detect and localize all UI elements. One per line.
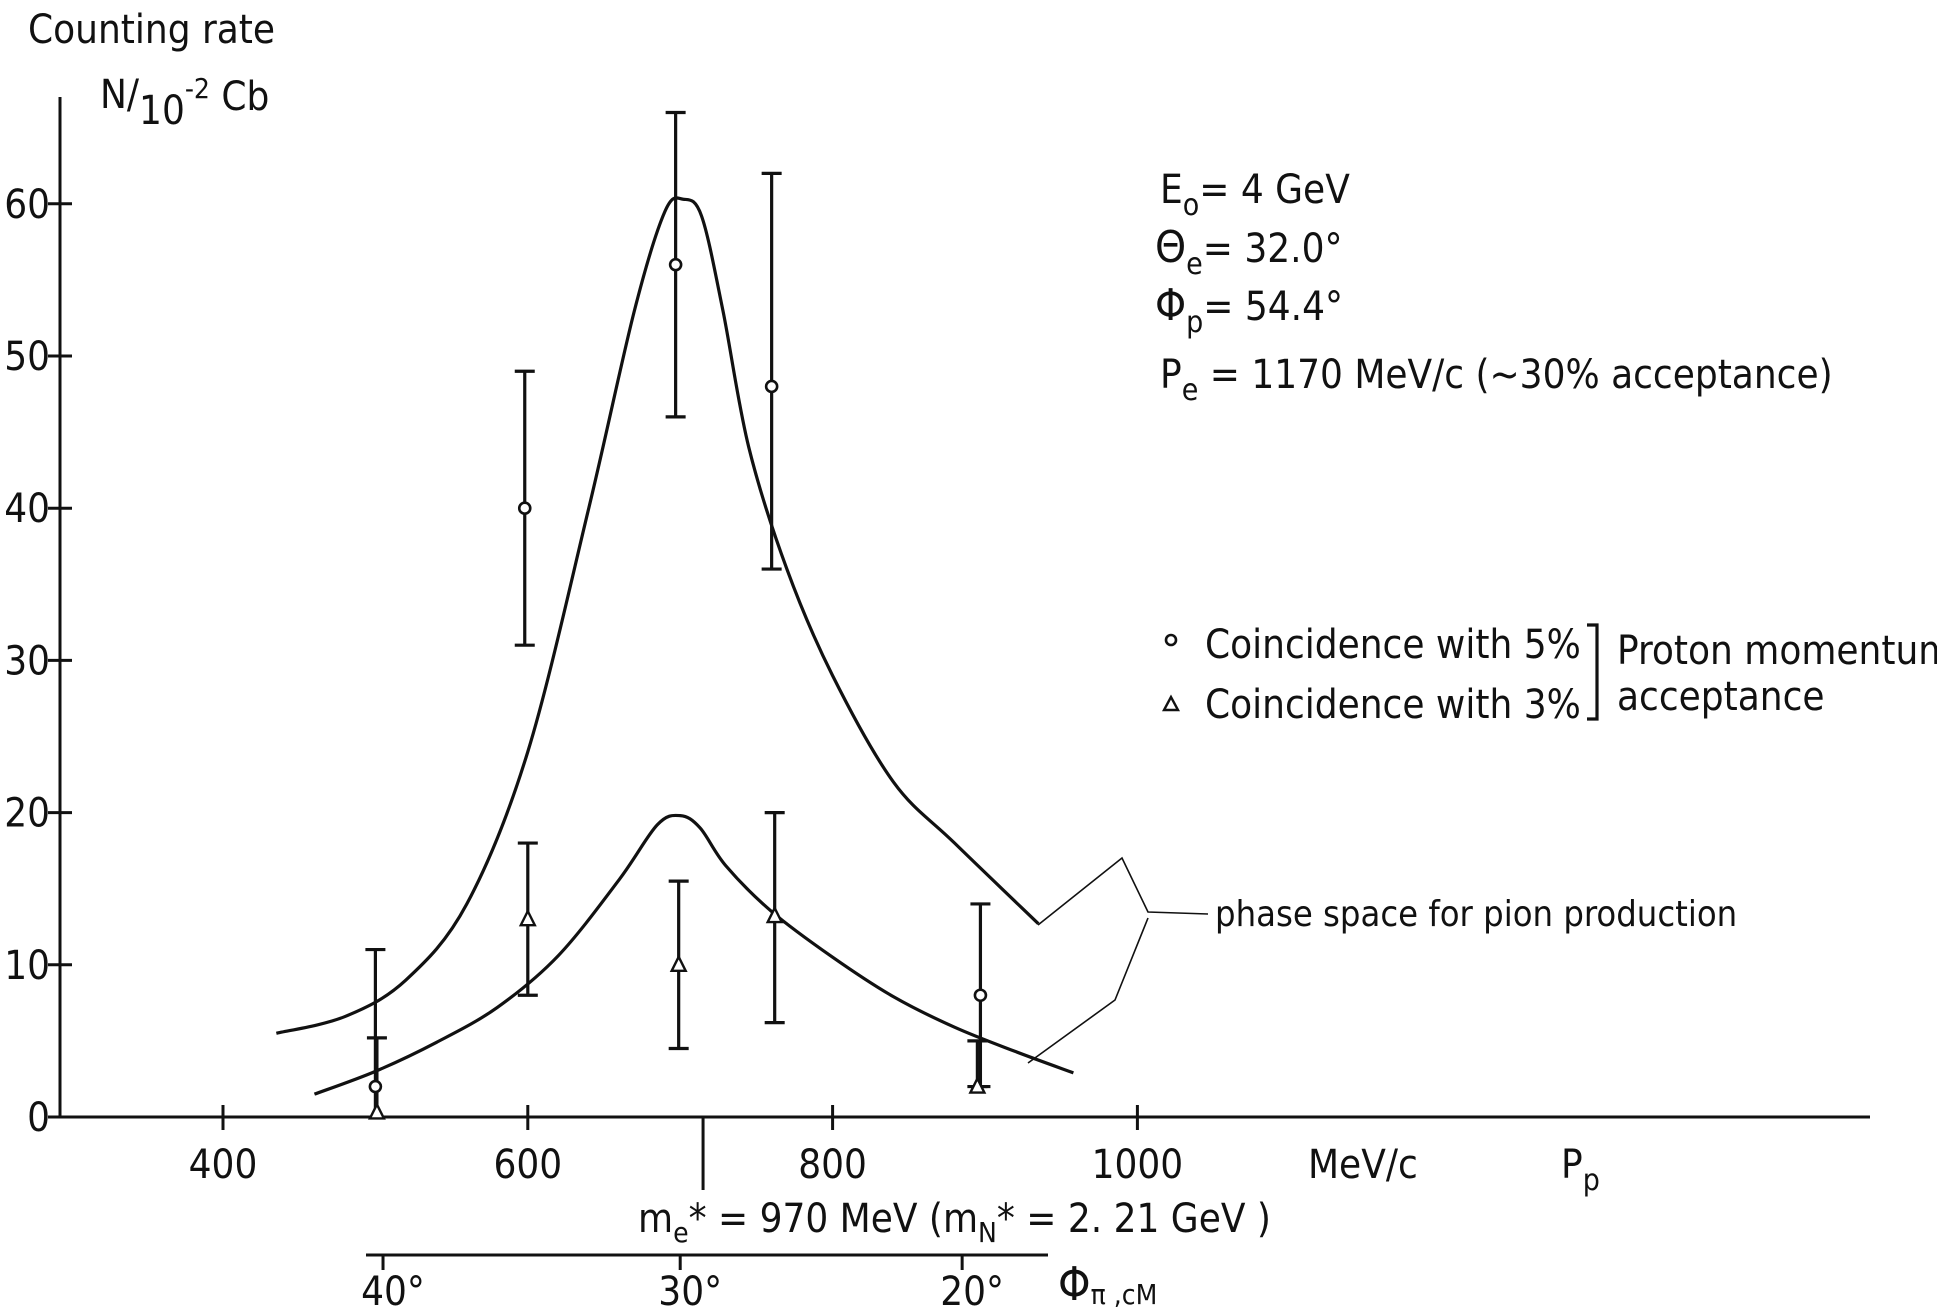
error-bars (365, 110, 991, 1117)
pion-tick-label-0: 40° (361, 1269, 425, 1315)
param-theta-sub: e (1186, 247, 1203, 282)
point-triangle-1 (518, 908, 537, 927)
param-pe-text: = 1170 MeV/c (~30% acceptance) (1198, 352, 1832, 398)
point-circle-2 (668, 257, 683, 272)
pion-tick-label-2: 20° (940, 1269, 1004, 1315)
x-tick-label-600: 600 (493, 1142, 562, 1188)
param-pe-sub: e (1182, 373, 1199, 408)
legend-circle-marker (1164, 633, 1178, 647)
pion-tick-label-1: 30° (658, 1269, 722, 1315)
y-tick-label-50: 50 (4, 334, 50, 380)
y-unit-suffix: Cb (210, 74, 269, 120)
pion-sym: Φ (1058, 1257, 1091, 1311)
y-tick-label-20: 20 (4, 791, 50, 837)
legend-bracket (1587, 623, 1599, 721)
mass-sub-n: N (978, 1216, 997, 1249)
param-phi-sym: Φ (1155, 280, 1186, 331)
parameters: Eo= 4 GeV Θe= 32.0° Φp= 54.4° Pe = 1170 … (1155, 167, 1833, 408)
mass-sub-e: e (673, 1216, 689, 1249)
legend-triangle-marker (1161, 694, 1181, 712)
legend-group-label-1: Proton momentum (1617, 628, 1937, 674)
point-circle-4 (973, 988, 988, 1003)
x-tick-label-1000: 1000 (1092, 1142, 1184, 1188)
mass-mid: * = 970 MeV (m (689, 1196, 978, 1242)
param-energy-sym: E (1160, 167, 1183, 213)
param-energy: Eo= 4 GeV (1160, 167, 1350, 223)
curves (275, 196, 1074, 1096)
markers (367, 257, 988, 1120)
x-tick-label-800: 800 (798, 1142, 867, 1188)
pion-axis-label: Φπ ,cM (1058, 1257, 1157, 1311)
param-proton-angle: Φp= 54.4° (1155, 280, 1343, 340)
curve-5pct (275, 196, 1040, 1035)
y-unit-sup: -2 (185, 72, 210, 105)
x-ticks: 400 600 800 1000 (189, 1105, 1184, 1188)
y-axis-title: Counting rate (28, 7, 275, 53)
point-triangle-3 (765, 905, 784, 924)
y-ticks: 0 10 20 30 40 50 60 (4, 182, 72, 1141)
point-triangle-4 (968, 1075, 987, 1094)
y-tick-label-30: 30 (4, 638, 50, 684)
y-unit-sub: 10 (139, 88, 185, 134)
y-unit-base: N/ (100, 72, 140, 118)
param-energy-text: = 4 GeV (1199, 167, 1350, 213)
annotation-leader-lower (1027, 917, 1149, 1064)
pion-ticks: 40° 30° 20° (361, 1255, 1004, 1315)
point-triangle-2 (669, 954, 688, 972)
point-circle-3 (764, 379, 779, 394)
param-pe-sym: P (1160, 352, 1182, 398)
x-tick-label-400: 400 (189, 1142, 258, 1188)
point-circle-0 (368, 1079, 383, 1094)
param-electron-angle: Θe= 32.0° (1155, 222, 1342, 282)
legend-label-3pct: Coincidence with 3% (1205, 682, 1581, 728)
pion-sub: π ,cM (1091, 1278, 1158, 1311)
annotation-leader-upper (1037, 856, 1209, 926)
annotation-text: phase space for pion production (1215, 894, 1737, 935)
legend-group-label-2: acceptance (1617, 674, 1825, 720)
x-axis-unit: MeV/c (1308, 1142, 1418, 1188)
param-electron-momentum: Pe = 1170 MeV/c (~30% acceptance) (1160, 352, 1833, 408)
y-tick-label-0: 0 (27, 1095, 50, 1141)
x-var: P (1561, 1142, 1583, 1188)
mass-end: * = 2. 21 GeV ) (997, 1196, 1271, 1242)
error-bar-circle-3 (761, 171, 782, 571)
param-phi-text: = 54.4° (1203, 284, 1343, 330)
legend: Coincidence with 5% Coincidence with 3% … (1161, 622, 1937, 728)
param-energy-sub: o (1183, 188, 1200, 223)
point-triangle-0 (367, 1101, 386, 1120)
x-var-sub: p (1583, 1163, 1600, 1198)
param-phi-sub: p (1186, 305, 1203, 340)
param-theta-text: = 32.0° (1203, 226, 1343, 272)
mass-label: me* = 970 MeV (mN* = 2. 21 GeV ) (638, 1196, 1271, 1249)
phase-space-annotation: phase space for pion production (1027, 856, 1737, 1064)
y-axis-unit: N/10-2 Cb (100, 72, 269, 134)
curve-3pct (313, 813, 1074, 1096)
param-theta-sym: Θ (1155, 222, 1186, 273)
point-circle-1 (517, 501, 532, 516)
x-axis-variable: Pp (1561, 1142, 1600, 1198)
y-tick-label-60: 60 (4, 182, 50, 228)
y-tick-label-10: 10 (4, 943, 50, 989)
y-tick-label-40: 40 (4, 486, 50, 532)
mass-m: m (638, 1196, 673, 1242)
legend-label-5pct: Coincidence with 5% (1205, 622, 1581, 668)
